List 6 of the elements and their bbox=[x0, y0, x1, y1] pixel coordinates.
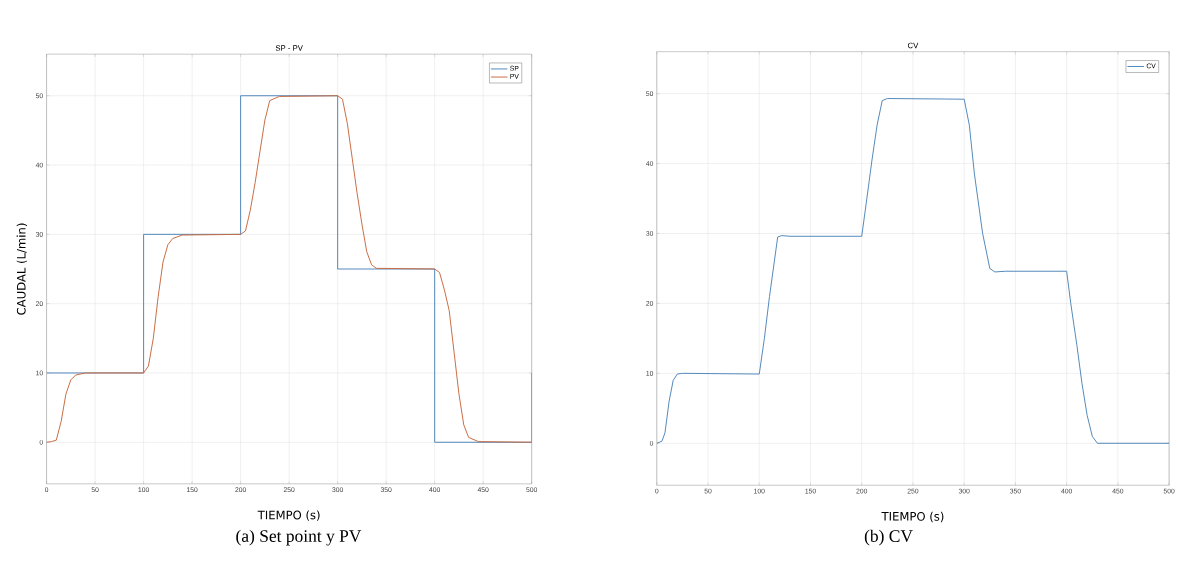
text: (a) Set point y PV bbox=[236, 529, 362, 546]
text: (b) CV bbox=[864, 529, 913, 546]
line-series bbox=[656, 98, 1170, 444]
x-axis-title: TIEMPO (s) bbox=[881, 511, 944, 523]
x-axis-title: TIEMPO (s) bbox=[257, 510, 320, 521]
y-axis-title: CAUDAL (L/min) bbox=[16, 223, 28, 315]
